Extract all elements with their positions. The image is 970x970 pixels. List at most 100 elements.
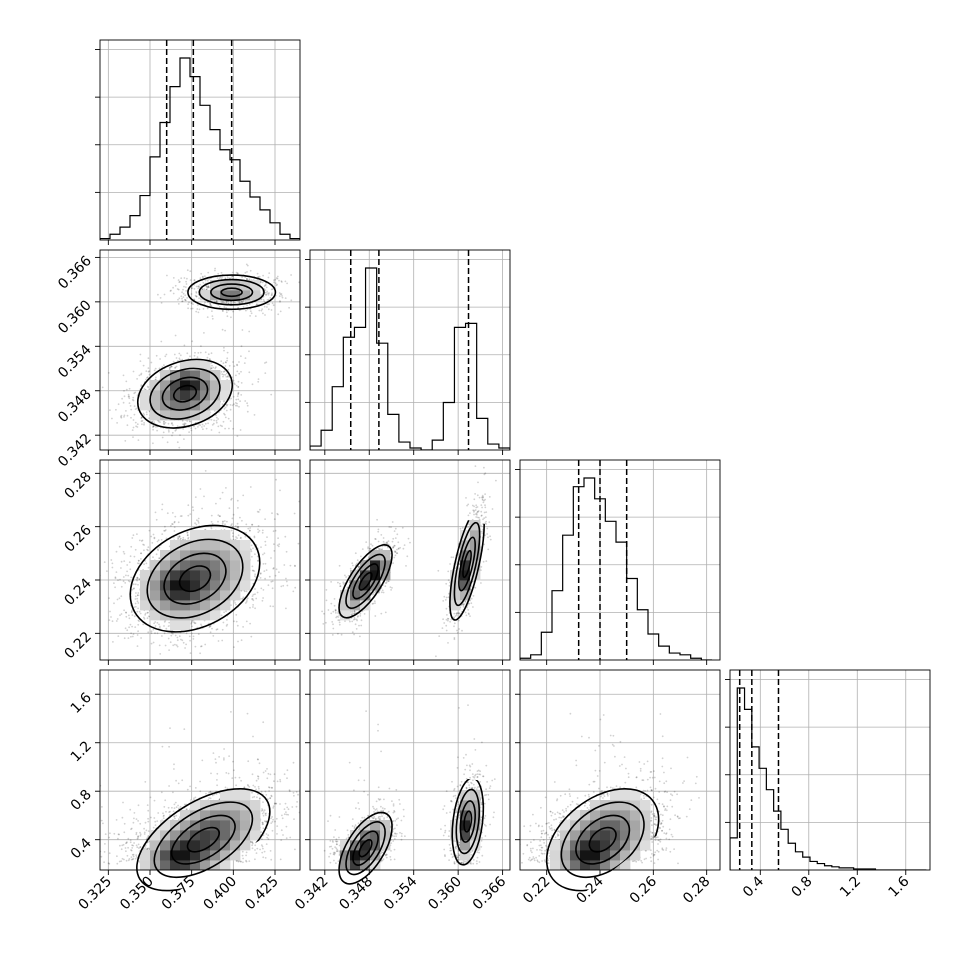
sample-point <box>249 310 252 313</box>
sample-point <box>240 382 243 384</box>
sample-point <box>120 415 122 418</box>
sample-point <box>252 547 254 550</box>
sample-point <box>254 573 256 576</box>
sample-point <box>150 361 153 364</box>
sample-point <box>131 588 134 591</box>
sample-point <box>272 304 275 307</box>
sample-point <box>223 306 226 309</box>
sample-point <box>183 344 186 347</box>
sample-point <box>181 291 184 294</box>
sample-point <box>124 627 127 630</box>
sample-point <box>147 615 150 618</box>
sample-point <box>228 364 231 367</box>
sample-point <box>133 615 136 618</box>
sample-point <box>405 565 407 567</box>
sample-point <box>207 286 210 289</box>
sample-point <box>134 595 137 598</box>
sample-point <box>202 308 205 310</box>
sample-point <box>224 361 227 364</box>
sample-point <box>180 515 183 517</box>
sample-point <box>225 307 228 309</box>
density-cell <box>170 580 181 591</box>
sample-point <box>212 422 215 425</box>
panel-border-2-2 <box>519 459 721 661</box>
density-cell <box>210 530 221 541</box>
sample-point <box>136 533 138 535</box>
panel-0-1 <box>99 249 301 451</box>
sample-point <box>186 532 189 534</box>
sample-point <box>264 518 266 520</box>
sample-point <box>132 419 135 421</box>
density-cell <box>140 580 151 591</box>
density-cell <box>150 410 161 421</box>
sample-point <box>279 293 282 296</box>
panel-border-1-1 <box>309 249 511 451</box>
sample-point <box>255 303 258 306</box>
sample-point <box>222 370 225 373</box>
sample-point <box>88 622 90 624</box>
sample-point <box>129 555 132 558</box>
sample-point <box>195 291 198 293</box>
sample-point <box>276 544 279 547</box>
density-cell <box>180 370 191 381</box>
sample-point <box>224 329 227 332</box>
sample-point <box>244 357 247 359</box>
sample-point <box>374 590 377 593</box>
sample-point <box>123 395 126 398</box>
sample-point <box>115 550 118 553</box>
sample-point <box>232 427 235 430</box>
sample-point <box>171 512 174 514</box>
sample-point <box>273 543 275 546</box>
sample-point <box>376 518 378 521</box>
density-cell <box>190 610 201 621</box>
sample-point <box>173 521 176 524</box>
sample-point <box>378 591 380 594</box>
sample-point <box>146 611 149 614</box>
density-cell <box>240 290 251 301</box>
sample-point <box>248 303 251 306</box>
sample-point <box>382 540 385 543</box>
sample-point <box>146 548 149 551</box>
sample-point <box>184 286 187 288</box>
sample-point <box>338 623 341 626</box>
sample-point <box>230 524 233 527</box>
sample-point <box>206 307 209 310</box>
sample-point <box>117 579 119 582</box>
sample-point <box>169 366 171 369</box>
sample-point <box>123 552 126 555</box>
histogram-2 <box>520 477 712 660</box>
sample-point <box>263 300 266 303</box>
density-cell <box>190 360 201 371</box>
sample-point <box>211 315 214 317</box>
sample-point <box>156 540 159 543</box>
sample-point <box>254 588 256 590</box>
sample-point <box>349 620 351 623</box>
sample-point <box>184 299 187 302</box>
sample-point <box>163 625 165 627</box>
sample-point <box>260 587 263 590</box>
sample-point <box>276 275 279 278</box>
sample-point <box>196 304 199 306</box>
sample-point <box>157 293 159 296</box>
sample-point <box>236 363 238 366</box>
sample-point <box>256 560 259 562</box>
sample-point <box>158 546 161 549</box>
sample-point <box>289 564 292 567</box>
sample-point <box>218 431 221 434</box>
sample-point <box>199 283 202 286</box>
sample-point <box>182 536 185 539</box>
sample-point <box>214 267 217 270</box>
sample-point <box>111 566 114 569</box>
sample-point <box>147 549 149 552</box>
sample-point <box>179 538 182 541</box>
sample-point <box>83 602 85 604</box>
sample-point <box>136 600 139 603</box>
sample-point <box>169 365 172 368</box>
sample-point <box>83 615 85 617</box>
sample-point <box>402 547 405 550</box>
density-cell <box>200 600 211 611</box>
sample-point <box>210 527 213 530</box>
sample-point <box>239 516 241 519</box>
sample-point <box>142 543 145 546</box>
sample-point <box>220 301 223 304</box>
